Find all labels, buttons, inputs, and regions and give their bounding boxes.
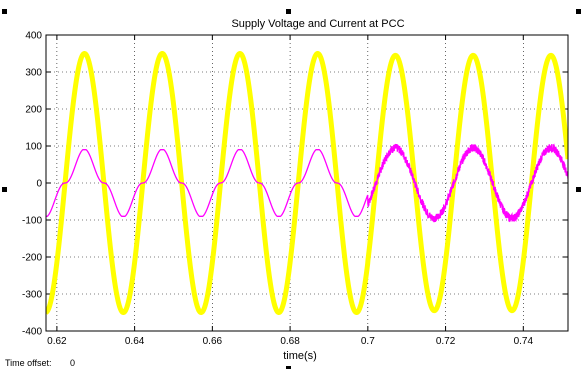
y-tick-label: 0 [36,179,42,190]
time-offset-label: Time offset: [5,358,52,368]
y-tick-label: -200 [22,253,42,264]
x-tick-label: 0.62 [47,336,67,347]
gridlines [46,34,568,332]
current-trace [46,143,568,223]
x-tick-label: 0.68 [280,336,300,347]
x-tick-label: 0.64 [125,336,145,347]
plot-series [46,51,568,315]
y-tick-label: 100 [25,142,42,153]
y-tick-label: -400 [22,327,42,338]
y-tick-label: 300 [25,68,42,79]
x-tick-label: 0.72 [436,336,456,347]
y-tick-label: -300 [22,290,42,301]
y-tick-label: 400 [25,31,42,42]
tick-labels: 0.62 0.64 0.66 0.68 0.7 0.72 0.74 400 300 200 100 0… [22,31,533,348]
x-axis-label: time(s) [283,350,317,362]
y-tick-label: -100 [22,216,42,227]
time-offset-value: 0 [70,358,75,368]
x-tick-label: 0.74 [514,336,534,347]
selection-handle-bottom-middle[interactable] [286,366,291,369]
selection-handle-middle-right[interactable] [576,187,581,192]
y-tick-label: 200 [25,105,42,116]
selection-handle-middle-left[interactable] [2,187,7,192]
selection-handle-top-left[interactable] [2,9,7,14]
x-tick-label: 0.7 [361,336,375,347]
chart-title: Supply Voltage and Current at PCC [231,18,404,30]
voltage-trace [46,51,568,315]
plot-frame [45,34,569,332]
selection-handle-top-middle[interactable] [286,9,291,14]
x-tick-label: 0.66 [203,336,223,347]
tick-marks [46,34,568,332]
selection-handle-top-right[interactable] [576,9,581,14]
